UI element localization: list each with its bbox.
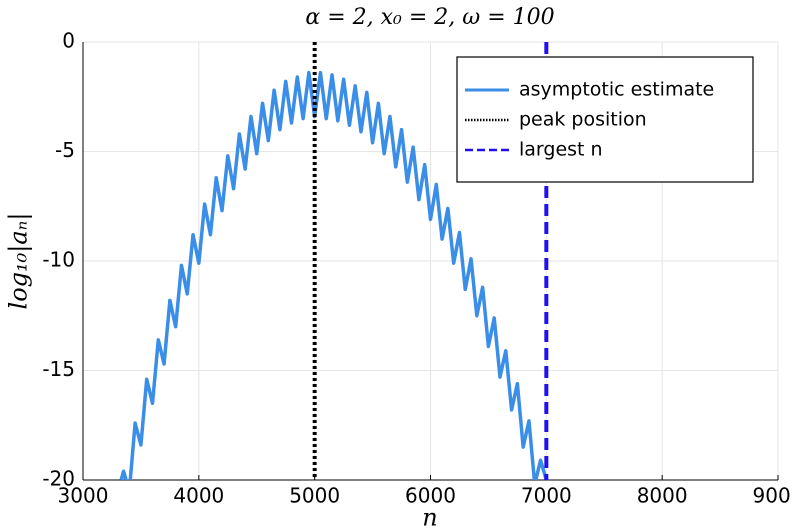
y-tick-label: -20 xyxy=(42,467,75,491)
x-tick-label: 3000 xyxy=(58,484,109,508)
x-tick-label: 8000 xyxy=(637,484,688,508)
x-tick-label: 4000 xyxy=(173,484,224,508)
chart-title: α = 2, x₀ = 2, ω = 100 xyxy=(305,5,554,30)
legend-box xyxy=(456,56,754,183)
x-tick-label: 6000 xyxy=(405,484,456,508)
x-axis-label: n xyxy=(422,504,437,532)
y-tick-label: -15 xyxy=(42,357,75,381)
y-tick-label: -10 xyxy=(42,248,75,272)
legend-label: largest n xyxy=(519,139,603,161)
legend-label: asymptotic estimate xyxy=(519,79,714,101)
legend-label: peak position xyxy=(519,109,647,131)
data-line xyxy=(119,70,549,480)
x-tick-label: 5000 xyxy=(289,484,340,508)
y-axis-label: log₁₀|aₙ| xyxy=(5,213,34,310)
y-tick-label: 0 xyxy=(62,29,75,53)
x-tick-label: 7000 xyxy=(521,484,572,508)
x-tick-label: 9000 xyxy=(753,484,792,508)
y-tick-label: -5 xyxy=(55,138,75,162)
